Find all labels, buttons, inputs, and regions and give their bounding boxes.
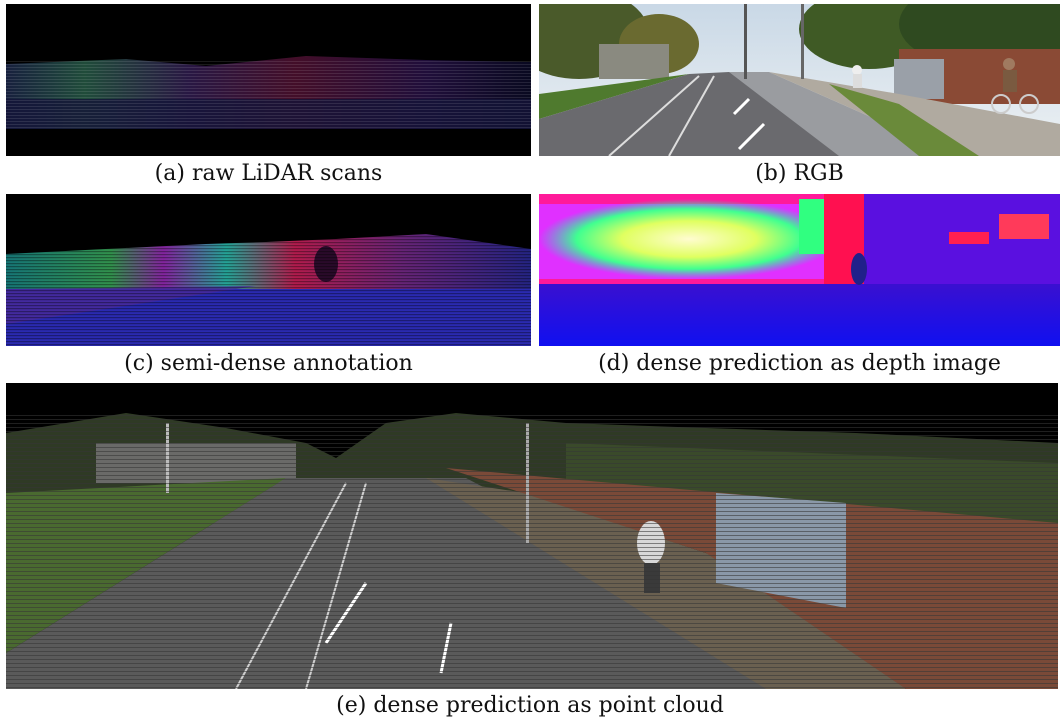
- dense-point-cloud-image: [6, 383, 1058, 689]
- caption-c: (c) semi-dense annotation: [124, 351, 413, 376]
- panel-dense-point-cloud: [6, 383, 1058, 689]
- panel-rgb: [539, 4, 1060, 156]
- caption-e: (e) dense prediction as point cloud: [336, 693, 724, 718]
- panel-raw-lidar-scans: [6, 4, 531, 156]
- caption-d: (d) dense prediction as depth image: [598, 351, 1001, 376]
- rgb-street-image: [539, 4, 1060, 156]
- caption-b: (b) RGB: [755, 161, 844, 186]
- panel-dense-depth-image: [539, 194, 1060, 346]
- semi-dense-annotation-image: [6, 194, 531, 346]
- panel-semi-dense-annotation: [6, 194, 531, 346]
- dense-depth-image: [539, 194, 1060, 346]
- raw-lidar-image: [6, 4, 531, 156]
- caption-a: (a) raw LiDAR scans: [154, 161, 383, 186]
